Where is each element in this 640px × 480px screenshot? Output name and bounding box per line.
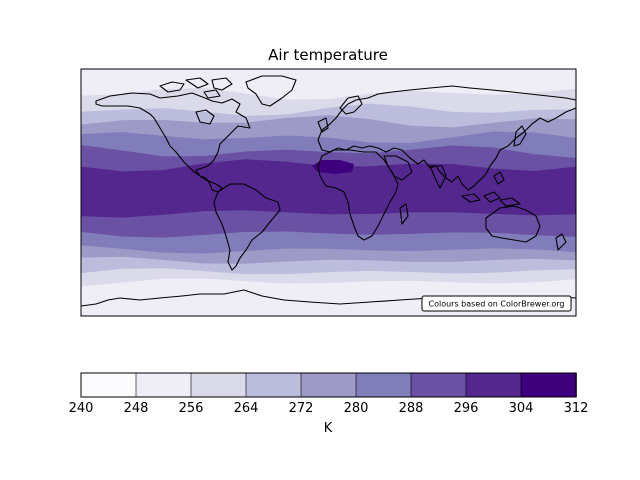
colorbar-cell-4 bbox=[300, 372, 357, 398]
colorbar-cell-3 bbox=[245, 372, 302, 398]
colorbar-tick-label: 296 bbox=[454, 401, 479, 416]
credit-text: Colours based on ColorBrewer.org bbox=[429, 300, 565, 309]
coastline-arabia bbox=[383, 155, 413, 181]
coastline-india bbox=[429, 165, 447, 189]
coastline-north-america bbox=[95, 92, 251, 193]
map-area bbox=[81, 69, 576, 316]
coastline-japan bbox=[513, 125, 527, 147]
temperature-bands bbox=[81, 69, 576, 316]
map-title: Air temperature bbox=[268, 46, 388, 64]
colorbar-cells bbox=[80, 372, 577, 398]
coastline-eurasia bbox=[317, 85, 576, 191]
coastline-arctic-islands bbox=[159, 77, 233, 99]
coastline-australia bbox=[485, 205, 541, 243]
colorbar-label: K bbox=[324, 421, 333, 436]
colorbar-cell-1 bbox=[135, 372, 192, 398]
colorbar-tick-label: 288 bbox=[399, 401, 424, 416]
colorbar-cell-7 bbox=[465, 372, 522, 398]
coastline-greenland bbox=[245, 75, 297, 107]
coastline-hudson-bay bbox=[195, 109, 215, 125]
colorbar-tick-label: 240 bbox=[69, 401, 94, 416]
coastline-indonesia bbox=[461, 171, 521, 207]
colorbar-tick-label: 256 bbox=[179, 401, 204, 416]
colorbar-tick-label: 264 bbox=[234, 401, 259, 416]
colorbar-tick-label: 280 bbox=[344, 401, 369, 416]
colorbar-tick-label: 272 bbox=[289, 401, 314, 416]
coastline-madagascar bbox=[399, 203, 409, 225]
colorbar-tick-label: 312 bbox=[564, 401, 589, 416]
temperature-band-308 bbox=[312, 160, 354, 174]
temperature-band-300 bbox=[81, 159, 576, 218]
coastline-british-isles bbox=[317, 117, 329, 133]
coastline-africa bbox=[317, 149, 399, 241]
colorbar-cell-5 bbox=[355, 372, 412, 398]
colorbar: 240 248 256 264 272 280 288 296 304 312 K bbox=[69, 372, 589, 436]
colorbar-tick-label: 248 bbox=[124, 401, 149, 416]
colorbar-ticks: 240 248 256 264 272 280 288 296 304 312 bbox=[69, 401, 589, 416]
map-frame bbox=[80, 68, 577, 317]
colorbar-cell-2 bbox=[190, 372, 247, 398]
colorbar-cell-8 bbox=[520, 372, 577, 398]
colorbar-cell-6 bbox=[410, 372, 467, 398]
coastline-scandinavia bbox=[339, 95, 363, 115]
colorbar-frame bbox=[80, 372, 577, 398]
colorbar-tick-label: 304 bbox=[509, 401, 534, 416]
coastline-new-zealand bbox=[555, 233, 567, 251]
colorbar-cell-0 bbox=[80, 372, 137, 398]
coastlines bbox=[81, 75, 576, 307]
coastline-south-america bbox=[213, 183, 281, 271]
credit-box: Colours based on ColorBrewer.org bbox=[421, 295, 572, 312]
